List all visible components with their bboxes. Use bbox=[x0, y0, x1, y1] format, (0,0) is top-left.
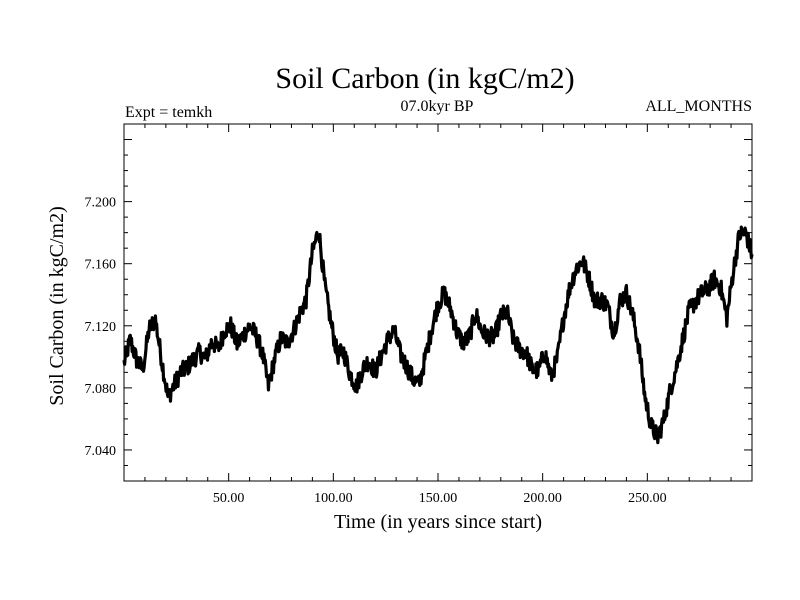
x-tick-label: 150.00 bbox=[419, 491, 458, 506]
x-tick-label: 250.00 bbox=[628, 491, 667, 506]
y-tick-label: 7.120 bbox=[85, 320, 117, 335]
x-tick-label: 200.00 bbox=[523, 491, 562, 506]
x-axis-label: Time (in years since start) bbox=[334, 511, 542, 533]
y-tick-label: 7.040 bbox=[85, 444, 117, 459]
chart-title: Soil Carbon (in kgC/m2) bbox=[275, 62, 574, 95]
subtitle-left: Expt = temkh bbox=[125, 104, 212, 121]
y-tick-label: 7.160 bbox=[85, 258, 117, 273]
y-tick-label: 7.200 bbox=[85, 196, 117, 211]
plot-area: 50.00 100.00 150.00 200.00 250.00 7.040 7.080 7… bbox=[85, 123, 754, 506]
subtitle-center: 07.0kyr BP bbox=[401, 98, 474, 115]
x-tick-label: 100.00 bbox=[314, 491, 353, 506]
subtitle-right: ALL_MONTHS bbox=[645, 98, 752, 115]
series-line-0 bbox=[122, 225, 754, 445]
x-tick-label: 50.00 bbox=[213, 491, 245, 506]
y-tick-label: 7.080 bbox=[85, 382, 117, 397]
y-axis-label: Soil Carbon (in kgC/m2) bbox=[46, 206, 68, 405]
